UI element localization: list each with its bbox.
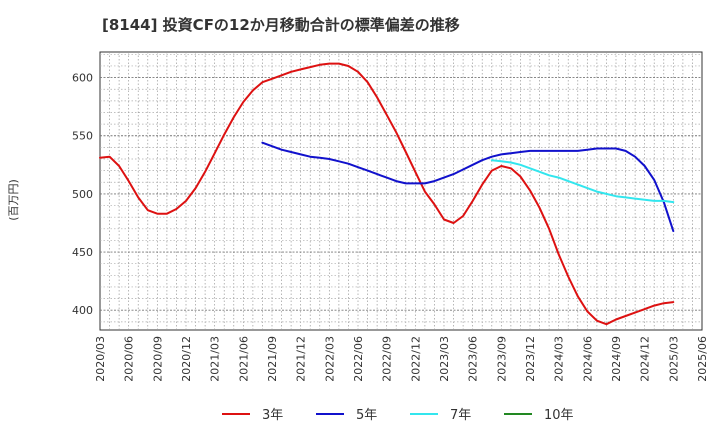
x-tick-label: 2024/06: [581, 336, 594, 382]
x-tick-labels: 2020/03 2020/06 2020/09 2020/12 2021/03 2021/…: [94, 336, 709, 382]
x-tick-label: 2022/06: [352, 336, 365, 382]
x-tick-label: 2020/03: [94, 336, 107, 382]
series-line: [261, 141, 675, 233]
legend: 3年 5年 7年 10年: [222, 408, 574, 423]
series-line: [490, 159, 675, 204]
x-tick-label: 2023/12: [524, 336, 537, 382]
x-tick-label: 2021/03: [209, 336, 222, 382]
x-tick-label: 2021/12: [295, 336, 308, 382]
y-tick-label: 400: [72, 304, 93, 317]
y-tick-label: 500: [72, 188, 93, 201]
legend-label: 5年: [356, 408, 377, 423]
x-tick-label: 2022/03: [323, 336, 336, 382]
legend-label: 3年: [262, 408, 283, 423]
x-tick-label: 2024/03: [553, 336, 566, 382]
x-tick-label: 2024/12: [639, 336, 652, 382]
x-tick-label: 2024/09: [610, 336, 623, 382]
y-tick-label: 600: [72, 72, 93, 85]
x-tick-label: 2020/12: [180, 336, 193, 382]
y-axis-label: (百万円): [7, 179, 20, 221]
x-tick-label: 2025/03: [667, 336, 680, 382]
x-tick-label: 2020/06: [123, 336, 136, 382]
chart-title: [8144] 投資CFの12か月移動合計の標準偏差の推移: [102, 16, 460, 34]
x-tick-label: 2020/09: [151, 336, 164, 382]
y-tick-labels: 400 450 500 550 600: [72, 72, 93, 318]
y-tick-label: 450: [72, 246, 93, 259]
x-tick-label: 2023/09: [495, 336, 508, 382]
x-tick-label: 2025/06: [696, 336, 709, 382]
series-line: [99, 62, 675, 326]
x-tick-label: 2021/06: [237, 336, 250, 382]
x-tick-label: 2021/09: [266, 336, 279, 382]
plot-frame: [99, 51, 703, 331]
plot-area: [99, 51, 703, 331]
x-tick-label: 2022/12: [409, 336, 422, 382]
x-tick-label: 2023/03: [438, 336, 451, 382]
legend-label: 10年: [544, 408, 574, 423]
legend-label: 7年: [450, 408, 471, 423]
x-tick-label: 2022/09: [381, 336, 394, 382]
y-tick-label: 550: [72, 130, 93, 143]
series-lines: [99, 62, 675, 326]
grid-lines: [100, 52, 702, 330]
x-tick-label: 2023/06: [467, 336, 480, 382]
